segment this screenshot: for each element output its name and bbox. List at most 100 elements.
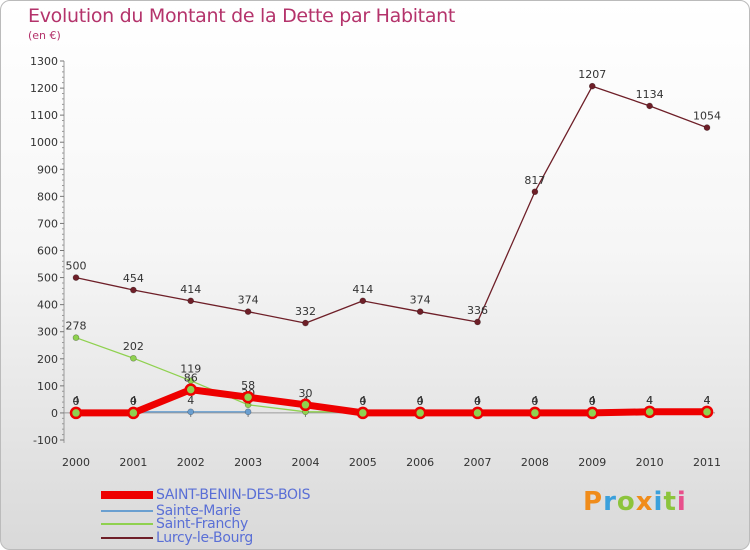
x-tick-label: 2009 (578, 456, 606, 469)
legend-item-sainte-marie: Sainte-Marie (101, 502, 241, 519)
y-tick-label: 900 (37, 163, 58, 176)
data-point-saint-benin-des-bois (356, 406, 370, 420)
data-point-saint-franchy (72, 334, 80, 341)
data-label-saint-franchy: 4 (589, 394, 596, 407)
data-point-saint-benin-des-bois (413, 406, 427, 420)
data-label-saint-franchy: 119 (180, 363, 201, 376)
y-tick-label: 500 (37, 272, 58, 285)
data-point-saint-benin-des-bois (528, 406, 542, 420)
logo-letter: P (583, 487, 604, 517)
chart-subtitle: (en €) (28, 29, 61, 42)
chart-title: Evolution du Montant de la Dette par Hab… (28, 5, 456, 27)
series-line-saint-benin-des-bois (72, 386, 711, 417)
data-point-lurcy-le-bourg (703, 124, 711, 131)
logo-letter: i (653, 487, 664, 517)
data-label-saint-benin-des-bois: 0 (474, 395, 481, 408)
data-label-saint-benin-des-bois: 4 (704, 394, 711, 407)
data-point-lurcy-le-bourg (359, 297, 367, 305)
series-line-lurcy-le-bourg (75, 85, 708, 324)
data-point-saint-franchy (130, 354, 137, 362)
data-label-saint-franchy: 202 (123, 340, 144, 353)
data-point-lurcy-le-bourg (244, 308, 252, 315)
x-tick-label: 2011 (693, 456, 721, 469)
x-tick-label: 2001 (119, 456, 147, 469)
data-point-saint-benin-des-bois (471, 406, 484, 420)
legend-item-saint-franchy: Saint-Franchy (101, 515, 248, 532)
data-label-sainte-marie: 4 (187, 394, 194, 407)
data-point-sainte-marie (187, 408, 195, 416)
x-tick-label: 2008 (521, 456, 549, 469)
data-point-saint-benin-des-bois (643, 405, 656, 419)
data-label-saint-benin-des-bois: 30 (298, 387, 312, 400)
legend-label: Saint-Franchy (156, 515, 248, 532)
x-tick-label: 2003 (234, 456, 262, 469)
logo-letter: o (616, 487, 636, 517)
data-label-saint-franchy: 4 (474, 394, 481, 407)
data-point-lurcy-le-bourg (187, 297, 195, 305)
legend-item-saint-benin: SAINT-BENIN-DES-BOIS (101, 487, 310, 503)
legend-label: Lurcy-le-Bourg (156, 529, 253, 546)
y-tick-label: 1300 (30, 55, 58, 68)
data-label-saint-franchy: 4 (359, 394, 366, 407)
data-label-saint-benin-des-bois: 0 (130, 395, 137, 408)
legend-swatch (101, 509, 153, 512)
data-point-saint-benin-des-bois (127, 406, 140, 420)
data-point-saint-benin-des-bois (241, 390, 255, 404)
data-label-saint-benin-des-bois: 0 (589, 395, 596, 408)
logo-letter: x (635, 487, 654, 517)
data-point-lurcy-le-bourg (646, 102, 653, 110)
y-tick-label: 0 (51, 407, 58, 420)
data-label-lurcy-le-bourg: 414 (352, 283, 373, 296)
y-tick-label: 1000 (30, 136, 58, 149)
data-label-saint-franchy: 4 (646, 394, 653, 407)
data-point-saint-benin-des-bois (299, 398, 312, 412)
data-point-saint-benin-des-bois (69, 406, 83, 420)
data-label-lurcy-le-bourg: 332 (295, 305, 316, 318)
data-point-lurcy-le-bourg (588, 82, 596, 90)
data-label-saint-franchy: 4 (704, 394, 711, 407)
legend-item-lurcy-le-bourg: Lurcy-le-Bourg (101, 529, 253, 546)
data-label-saint-benin-des-bois: 0 (359, 395, 366, 408)
data-label-lurcy-le-bourg: 374 (238, 294, 259, 307)
data-point-saint-benin-des-bois (586, 406, 599, 420)
x-tick-label: 2006 (406, 456, 434, 469)
y-tick-label: 1100 (30, 109, 58, 122)
data-label-saint-benin-des-bois: 58 (241, 379, 255, 392)
legend-swatch (101, 536, 153, 539)
y-tick-label: 1200 (30, 82, 58, 95)
data-point-saint-benin-des-bois (184, 383, 197, 396)
data-label-saint-franchy: 278 (66, 320, 87, 333)
data-point-lurcy-le-bourg (302, 319, 309, 327)
x-tick-label: 2004 (291, 456, 319, 469)
logo-letter: i (676, 487, 687, 517)
data-label-saint-benin-des-bois: 86 (184, 372, 198, 385)
data-label-lurcy-le-bourg: 374 (410, 294, 431, 307)
y-tick-label: 200 (37, 353, 58, 366)
data-point-lurcy-le-bourg (531, 188, 539, 196)
data-label-saint-franchy: 4 (531, 394, 538, 407)
data-label-saint-franchy: 4 (417, 394, 424, 407)
data-point-lurcy-le-bourg (72, 274, 80, 281)
data-label-lurcy-le-bourg: 1054 (693, 110, 721, 123)
data-label-lurcy-le-bourg: 336 (467, 304, 488, 317)
data-label-lurcy-le-bourg: 500 (66, 260, 87, 273)
y-tick-label: 100 (37, 380, 58, 393)
x-tick-label: 2000 (62, 456, 90, 469)
data-label-sainte-marie: 4 (73, 394, 80, 407)
legend-swatch (101, 522, 153, 525)
data-point-saint-benin-des-bois (700, 405, 714, 419)
data-label-lurcy-le-bourg: 1134 (636, 88, 664, 101)
y-tick-label: 600 (37, 245, 58, 258)
data-label-saint-benin-des-bois: 0 (417, 395, 424, 408)
legend-label: Sainte-Marie (156, 502, 241, 519)
logo-letter: t (663, 487, 677, 517)
proxiti-logo: Proxiti (583, 487, 687, 517)
legend-swatch (101, 490, 153, 499)
y-tick-label: 400 (37, 299, 58, 312)
logo-letter: r (603, 487, 617, 517)
y-tick-label: 800 (37, 190, 58, 203)
data-label-lurcy-le-bourg: 414 (180, 283, 201, 296)
data-label-saint-benin-des-bois: 0 (531, 395, 538, 408)
